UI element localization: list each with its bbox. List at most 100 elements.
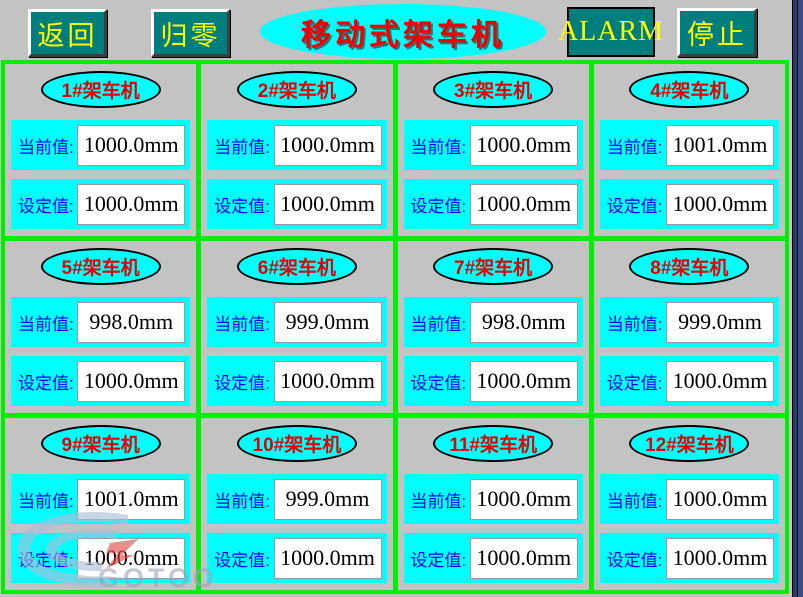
set-value-row: 设定值: 1000.0mm [11,179,191,229]
current-value-label: 当前值: [214,314,270,334]
window-edge-strip [790,0,803,597]
current-value-display: 1000.0mm [273,124,382,166]
jack-title: 9#架车机 [61,435,140,456]
jack-title: 8#架车机 [650,258,729,279]
jack-title-badge: 1#架车机 [40,71,161,108]
jack-panel: 12#架车机 当前值: 1000.0mm 设定值: 1000.0mm [593,418,785,590]
jack-title-badge: 3#架车机 [433,71,554,108]
page-title: 移动式架车机 [301,18,505,52]
jack-grid: 1#架车机 当前值: 1000.0mm 设定值: 1000.0mm 2#架车机 … [1,60,789,594]
jack-panel: 6#架车机 当前值: 999.0mm 设定值: 1000.0mm [201,241,393,413]
stop-button-label: 停止 [687,20,747,50]
set-value-field[interactable]: 1000.0mm [666,537,774,579]
set-value-label: 设定值: [410,550,467,570]
current-value-label: 当前值: [214,137,270,157]
current-value-row: 当前值: 1000.0mm [207,120,387,170]
jack-title: 4#架车机 [650,81,729,102]
set-value-label: 设定值: [18,550,74,570]
current-value-display: 999.0mm [666,301,774,343]
current-value-label: 当前值: [18,137,74,157]
set-value-label: 设定值: [410,196,467,216]
set-value-field[interactable]: 1000.0mm [469,183,578,225]
jack-title: 6#架车机 [257,258,336,279]
jack-title-badge: 7#架车机 [433,248,554,285]
jack-panel: 7#架车机 当前值: 998.0mm 设定值: 1000.0mm [397,241,589,413]
current-value-label: 当前值: [606,491,663,511]
current-value-display: 999.0mm [273,478,382,520]
set-value-field[interactable]: 1000.0mm [666,183,774,225]
jack-panel: 10#架车机 当前值: 999.0mm 设定值: 1000.0mm [201,418,393,590]
set-value-field[interactable]: 1000.0mm [273,537,382,579]
jack-panel: 11#架车机 当前值: 1000.0mm 设定值: 1000.0mm [397,418,589,590]
set-value-field[interactable]: 1000.0mm [469,537,578,579]
jack-title-badge: 8#架车机 [629,248,750,285]
jack-title: 5#架车机 [61,258,140,279]
stop-button[interactable]: 停止 [677,8,757,57]
alarm-button[interactable]: ALARM [558,7,663,57]
current-value-display: 1001.0mm [666,124,774,166]
back-button-label: 返回 [37,20,98,51]
set-value-field[interactable]: 1000.0mm [666,360,774,402]
current-value-row: 当前值: 998.0mm [11,297,191,347]
jack-panel: 8#架车机 当前值: 999.0mm 设定值: 1000.0mm [593,241,785,413]
set-value-label: 设定值: [214,373,270,393]
jack-title-badge: 10#架车机 [236,425,357,462]
set-value-label: 设定值: [18,373,74,393]
jack-panel: 2#架车机 当前值: 1000.0mm 设定值: 1000.0mm [201,64,393,236]
jack-title-badge: 2#架车机 [236,71,357,108]
jack-title-badge: 6#架车机 [236,248,357,285]
current-value-display: 998.0mm [469,301,578,343]
jack-panel: 9#架车机 当前值: 1001.0mm 设定值: 1000.0mm [5,418,197,590]
current-value-label: 当前值: [18,491,74,511]
set-value-label: 设定值: [606,373,663,393]
back-button[interactable]: 返回 [28,9,107,57]
current-value-row: 当前值: 1000.0mm [599,474,779,524]
set-value-row: 设定值: 1000.0mm [599,179,779,229]
zero-button-label: 归零 [160,20,221,51]
current-value-display: 1000.0mm [469,124,578,166]
current-value-display: 1000.0mm [77,124,186,166]
set-value-row: 设定值: 1000.0mm [403,179,583,229]
set-value-field[interactable]: 1000.0mm [273,183,382,225]
set-value-row: 设定值: 1000.0mm [403,356,583,406]
jack-panel: 1#架车机 当前值: 1000.0mm 设定值: 1000.0mm [5,64,197,236]
set-value-row: 设定值: 1000.0mm [11,356,191,406]
current-value-display: 1000.0mm [469,478,578,520]
set-value-label: 设定值: [606,196,663,216]
current-value-row: 当前值: 1001.0mm [599,120,779,170]
current-value-row: 当前值: 1001.0mm [11,474,191,524]
current-value-row: 当前值: 1000.0mm [403,120,583,170]
set-value-label: 设定值: [214,550,270,570]
current-value-row: 当前值: 999.0mm [207,474,387,524]
header-bar: 返回 归零 移动式架车机 ALARM 停止 [0,0,790,60]
jack-title: 11#架车机 [449,435,537,456]
jack-title-badge: 4#架车机 [629,71,750,108]
set-value-row: 设定值: 1000.0mm [599,356,779,406]
jack-title-badge: 9#架车机 [40,425,161,462]
current-value-label: 当前值: [18,314,74,334]
set-value-label: 设定值: [410,373,467,393]
current-value-label: 当前值: [606,137,663,157]
current-value-row: 当前值: 1000.0mm [11,120,191,170]
current-value-label: 当前值: [410,137,467,157]
page-title-badge: 移动式架车机 [260,4,546,59]
set-value-row: 设定值: 1000.0mm [207,179,387,229]
set-value-row: 设定值: 1000.0mm [599,533,779,583]
set-value-row: 设定值: 1000.0mm [403,533,583,583]
jack-title: 7#架车机 [454,258,533,279]
set-value-field[interactable]: 1000.0mm [273,360,382,402]
jack-panel: 5#架车机 当前值: 998.0mm 设定值: 1000.0mm [5,241,197,413]
jack-title-badge: 12#架车机 [629,425,750,462]
current-value-label: 当前值: [410,314,467,334]
set-value-row: 设定值: 1000.0mm [207,533,387,583]
set-value-label: 设定值: [214,196,270,216]
set-value-field[interactable]: 1000.0mm [77,183,186,225]
zero-button[interactable]: 归零 [151,9,230,57]
set-value-label: 设定值: [606,550,663,570]
current-value-label: 当前值: [410,491,467,511]
current-value-label: 当前值: [214,491,270,511]
set-value-field[interactable]: 1000.0mm [77,360,186,402]
set-value-field[interactable]: 1000.0mm [469,360,578,402]
set-value-field[interactable]: 1000.0mm [77,537,186,579]
